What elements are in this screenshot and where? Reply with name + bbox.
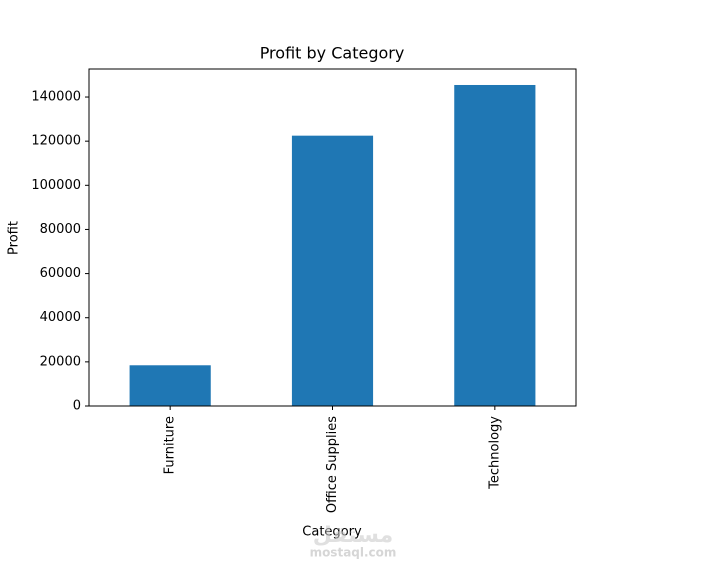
watermark-site: mostaql.com [310, 546, 397, 560]
y-tick-label: 20000 [40, 354, 81, 369]
y-tick-label: 60000 [40, 266, 81, 281]
chart-title: Profit by Category [260, 44, 405, 63]
y-axis-label: Profit [7, 221, 22, 255]
y-tick-label: 100000 [31, 178, 81, 193]
watermark-logo: مستقل [313, 523, 393, 548]
x-tick-label: Office Supplies [325, 416, 340, 513]
x-tick-label: Technology [487, 416, 502, 490]
x-tick-label: Furniture [163, 416, 178, 474]
bar [454, 84, 536, 407]
y-tick-label: 80000 [40, 222, 81, 237]
bar [129, 365, 211, 406]
x-axis-label: Category [302, 525, 362, 540]
y-tick-label: 40000 [40, 310, 81, 325]
plot-frame [88, 68, 577, 407]
y-tick-label: 120000 [31, 134, 81, 149]
y-tick-label: 140000 [31, 90, 81, 105]
bar [291, 135, 374, 406]
y-tick-label: 0 [73, 399, 81, 414]
